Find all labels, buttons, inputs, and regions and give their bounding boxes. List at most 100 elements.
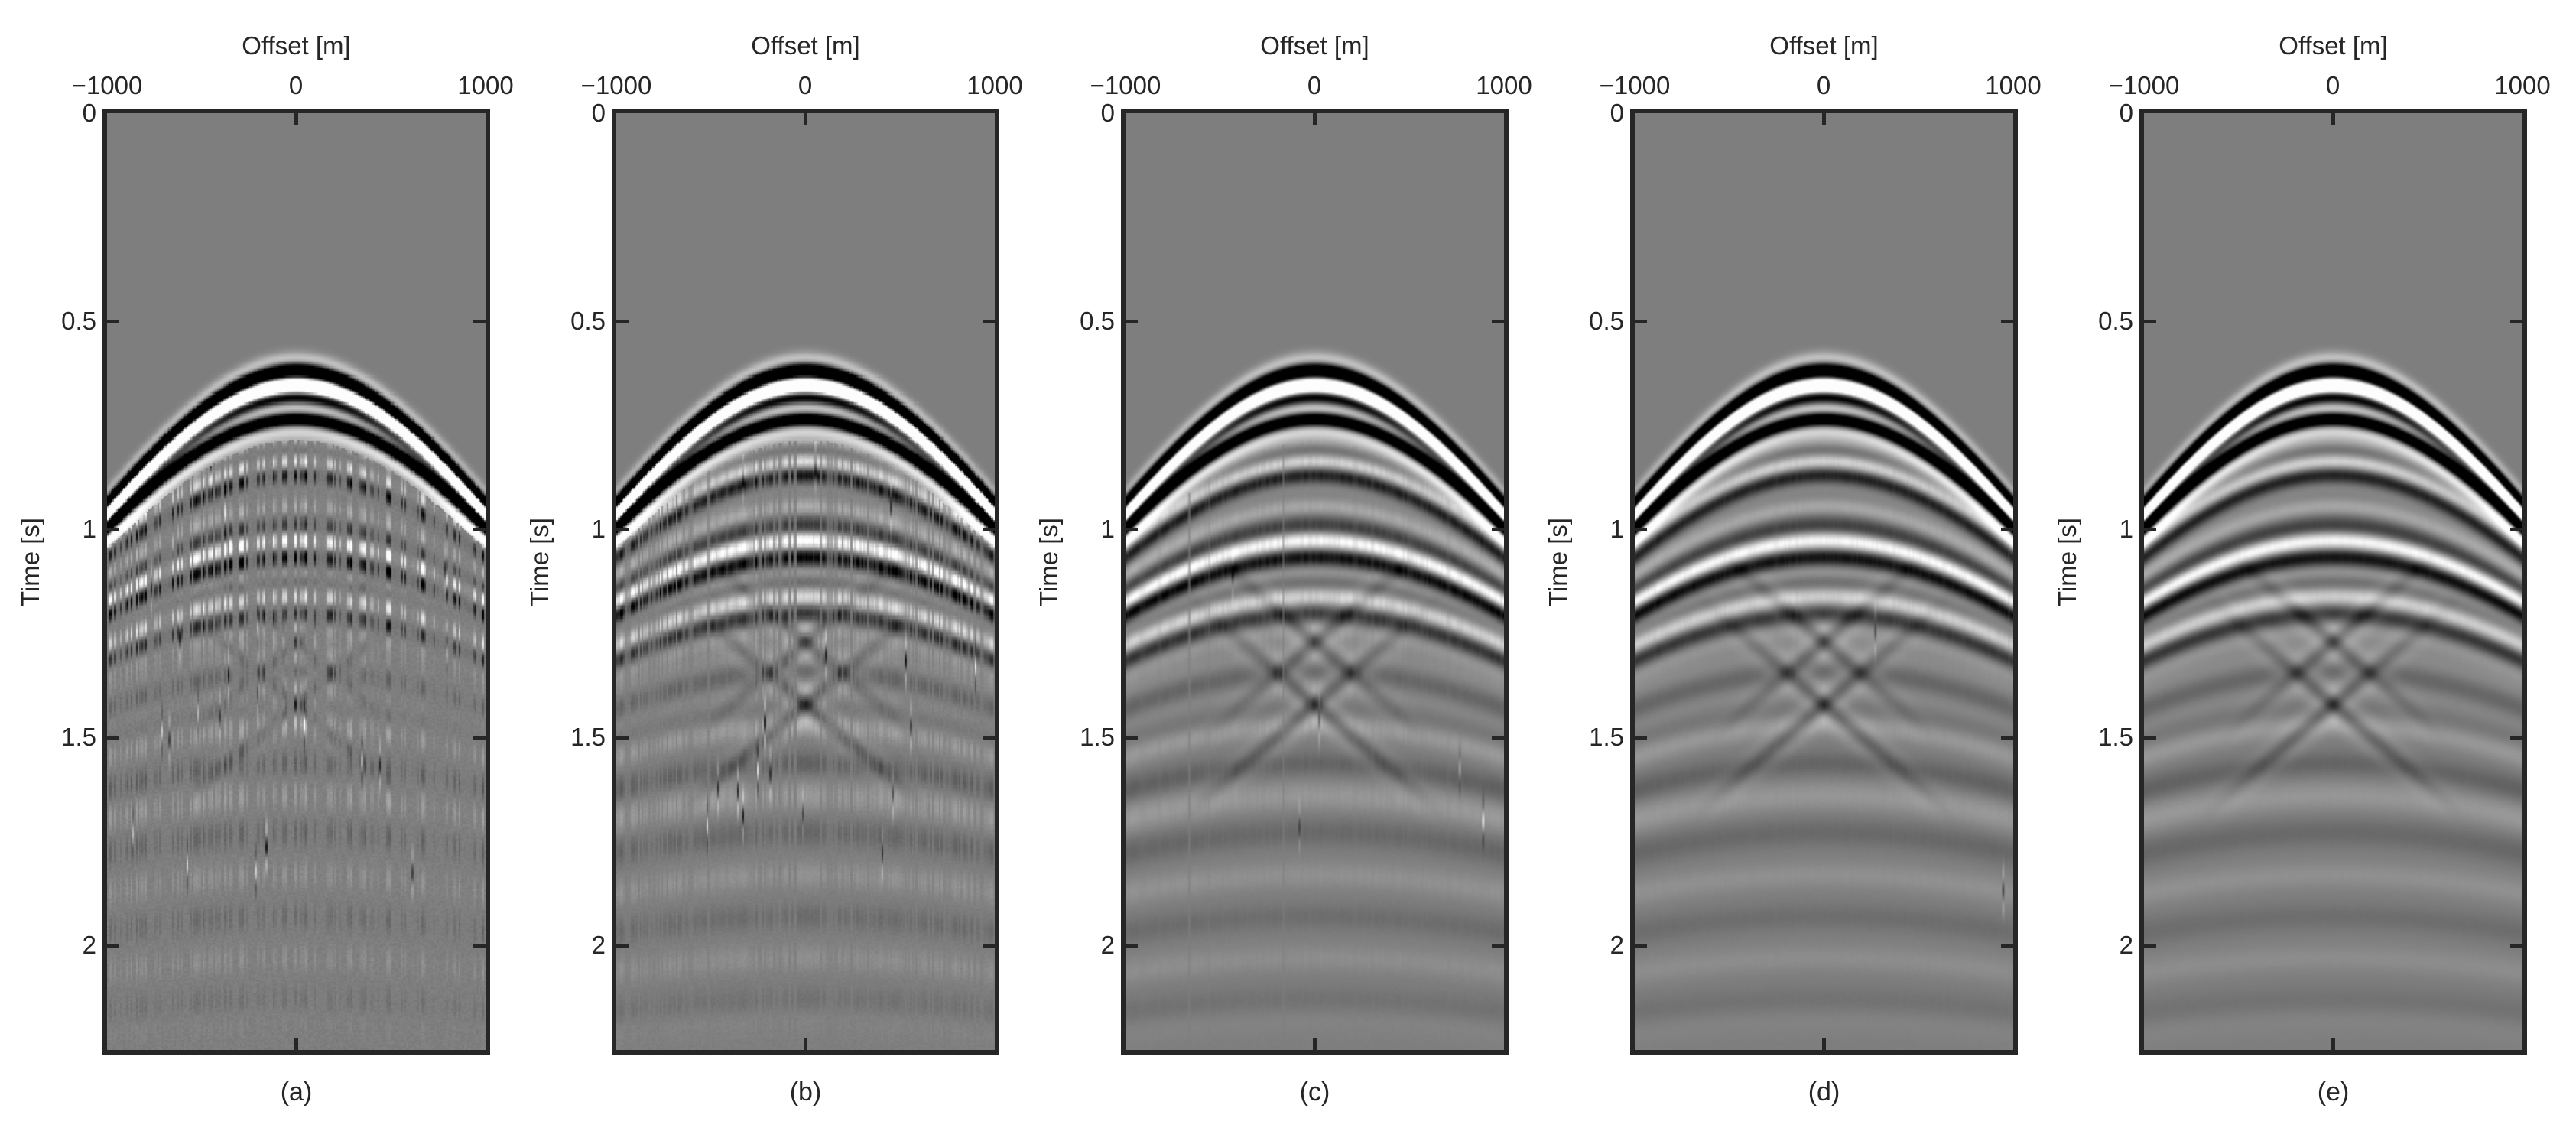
y-axis-title: Time [s] (525, 517, 554, 607)
panel-caption: (d) (1808, 1078, 1840, 1107)
y-tick-label-2: 2 (1610, 931, 1624, 959)
y-tick-mark-left-0p5 (107, 320, 119, 323)
y-tick-mark-right-1p5 (2510, 736, 2522, 740)
y-axis-title: Time [s] (1544, 517, 1572, 607)
x-tick-mark-top-center (2331, 113, 2335, 125)
x-tick-mark-bottom-center (294, 1038, 298, 1050)
y-tick-label-1: 1 (82, 515, 96, 543)
y-tick-label-0p5: 0.5 (1080, 307, 1115, 335)
x-tick-mark-top-center (804, 113, 807, 125)
y-tick-label-2: 2 (591, 931, 606, 959)
y-tick-mark-right-0p5 (1492, 320, 1504, 323)
x-tick-label-neg1000: −1000 (1090, 71, 1161, 99)
x-tick-mark-top-center (1822, 113, 1826, 125)
x-tick-mark-bottom-center (804, 1038, 807, 1050)
axes-box (1121, 109, 1509, 1055)
y-tick-mark-left-2 (1126, 944, 1138, 948)
x-tick-mark-top-center (294, 113, 298, 125)
y-tick-mark-right-1 (473, 528, 486, 531)
x-tick-label-neg1000: −1000 (2108, 71, 2180, 99)
y-tick-mark-right-2 (1492, 944, 1504, 948)
y-tick-mark-left-0p5 (2144, 320, 2156, 323)
y-tick-mark-left-1p5 (2144, 736, 2156, 740)
x-tick-label-1000: 1000 (966, 71, 1023, 99)
axes-box (612, 109, 999, 1055)
x-axis-title: Offset [m] (1260, 31, 1369, 60)
y-tick-mark-right-0p5 (473, 320, 486, 323)
x-tick-label-neg1000: −1000 (1599, 71, 1671, 99)
y-tick-mark-left-1 (2144, 528, 2156, 531)
y-tick-label-0: 0 (591, 99, 606, 127)
y-tick-mark-right-2 (2001, 944, 2013, 948)
seismic-image-b (616, 113, 995, 1050)
subplot-a: Offset [m] −1000 0 1000 0 0.5 1 1.5 2 Ti… (0, 0, 514, 1128)
y-tick-mark-left-1p5 (616, 736, 629, 740)
axes-box (1630, 109, 2018, 1055)
panel-caption: (e) (2317, 1078, 2350, 1107)
panel-caption: (c) (1299, 1078, 1330, 1107)
x-tick-label-0: 0 (797, 71, 813, 99)
y-axis-title: Time [s] (2053, 517, 2081, 607)
seismic-image-e (2144, 113, 2522, 1050)
y-tick-mark-right-2 (983, 944, 995, 948)
seismic-image-d (1635, 113, 2013, 1050)
x-tick-label-1000: 1000 (1985, 71, 2042, 99)
subplot-b: Offset [m] −1000 0 1000 0 0.5 1 1.5 2 Ti… (509, 0, 1023, 1128)
y-tick-label-0p5: 0.5 (1589, 307, 1624, 335)
x-axis-title: Offset [m] (751, 31, 860, 60)
y-tick-mark-left-0p5 (1126, 320, 1138, 323)
subplot-e: Offset [m] −1000 0 1000 0 0.5 1 1.5 2 Ti… (2037, 0, 2551, 1128)
x-tick-label-0: 0 (288, 71, 304, 99)
y-tick-mark-left-2 (1635, 944, 1647, 948)
x-tick-mark-bottom-center (1313, 1038, 1317, 1050)
y-tick-mark-left-1 (1635, 528, 1647, 531)
y-tick-mark-right-1 (1492, 528, 1504, 531)
y-tick-label-1: 1 (1100, 515, 1115, 543)
y-tick-mark-right-1p5 (983, 736, 995, 740)
subplot-d: Offset [m] −1000 0 1000 0 0.5 1 1.5 2 Ti… (1528, 0, 2042, 1128)
y-tick-mark-left-2 (107, 944, 119, 948)
x-axis-title: Offset [m] (1769, 31, 1879, 60)
y-tick-label-1: 1 (1610, 515, 1624, 543)
y-tick-mark-left-1p5 (1635, 736, 1647, 740)
panel-caption: (b) (789, 1078, 822, 1107)
y-tick-label-1p5: 1.5 (61, 723, 96, 751)
seismic-image-c (1126, 113, 1504, 1050)
x-tick-label-neg1000: −1000 (580, 71, 652, 99)
y-tick-mark-right-0p5 (2001, 320, 2013, 323)
x-axis-title: Offset [m] (242, 31, 351, 60)
y-tick-mark-right-2 (2510, 944, 2522, 948)
y-tick-label-1: 1 (591, 515, 606, 543)
y-tick-mark-right-1 (2510, 528, 2522, 531)
y-tick-mark-left-1 (1126, 528, 1138, 531)
y-tick-mark-right-0p5 (2510, 320, 2522, 323)
y-tick-mark-left-2 (616, 944, 629, 948)
y-tick-mark-left-1 (616, 528, 629, 531)
y-tick-mark-left-0p5 (1635, 320, 1647, 323)
y-tick-mark-right-0p5 (983, 320, 995, 323)
subplot-c: Offset [m] −1000 0 1000 0 0.5 1 1.5 2 Ti… (1018, 0, 1532, 1128)
y-axis-title: Time [s] (1035, 517, 1063, 607)
y-tick-label-0p5: 0.5 (570, 307, 606, 335)
y-tick-label-0: 0 (1100, 99, 1115, 127)
y-tick-label-1: 1 (2119, 515, 2133, 543)
x-tick-label-0: 0 (1307, 71, 1322, 99)
y-axis-title: Time [s] (16, 517, 44, 607)
x-tick-label-1000: 1000 (457, 71, 514, 99)
y-tick-label-1p5: 1.5 (2098, 723, 2133, 751)
x-axis-title: Offset [m] (2279, 31, 2388, 60)
x-tick-mark-bottom-center (2331, 1038, 2335, 1050)
x-tick-label-0: 0 (2325, 71, 2340, 99)
y-tick-label-0: 0 (2119, 99, 2133, 127)
y-tick-label-0p5: 0.5 (61, 307, 96, 335)
y-tick-mark-right-1p5 (473, 736, 486, 740)
y-tick-mark-left-2 (2144, 944, 2156, 948)
x-tick-mark-bottom-center (1822, 1038, 1826, 1050)
y-tick-label-2: 2 (82, 931, 96, 959)
y-tick-mark-right-2 (473, 944, 486, 948)
y-tick-mark-right-1 (983, 528, 995, 531)
y-tick-mark-right-1 (2001, 528, 2013, 531)
x-tick-label-0: 0 (1816, 71, 1831, 99)
y-tick-mark-left-1p5 (107, 736, 119, 740)
